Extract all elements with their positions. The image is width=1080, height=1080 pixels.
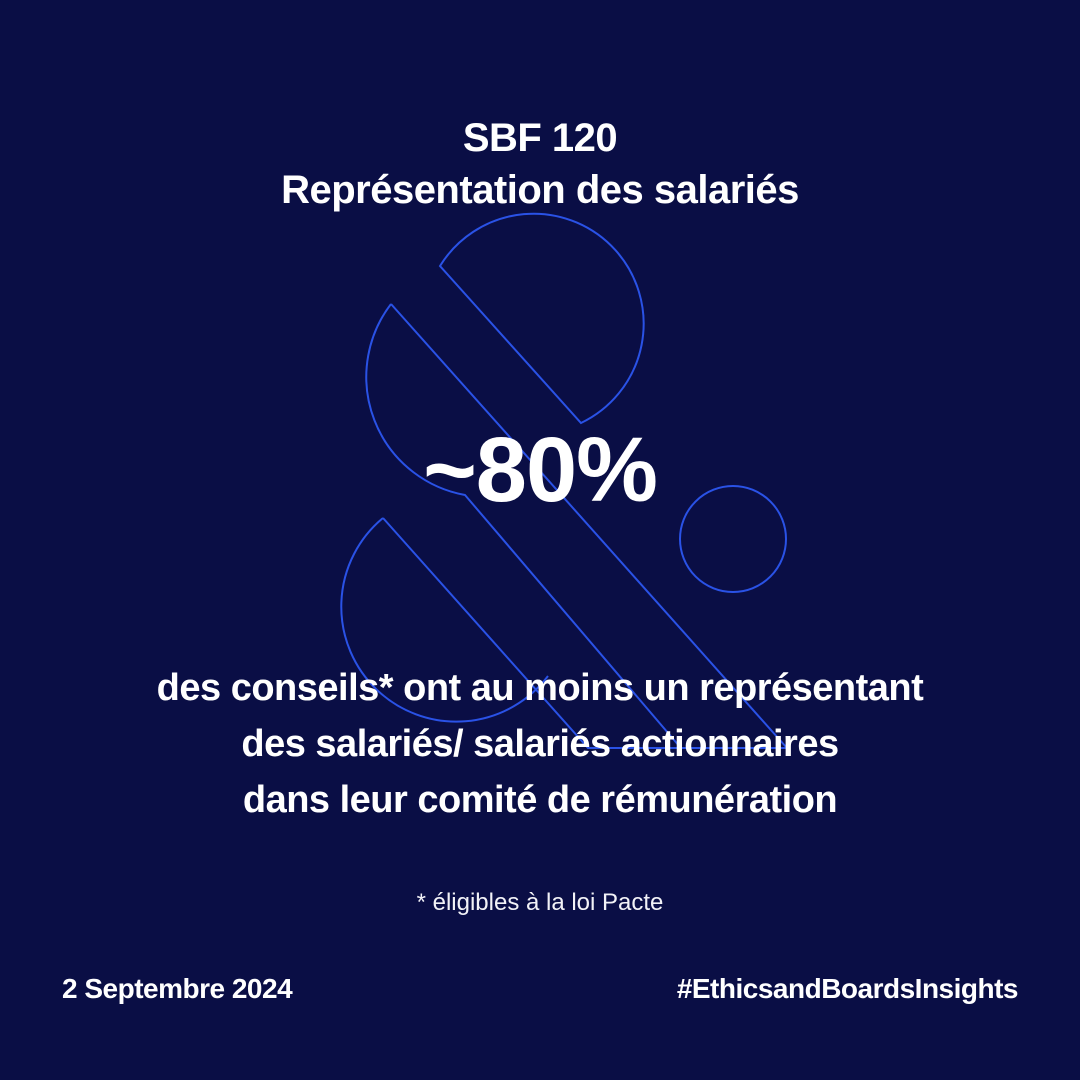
stat-description: des conseils* ont au moins un représenta…: [0, 660, 1080, 828]
footnote: * éligibles à la loi Pacte: [416, 889, 664, 916]
stat-description-line-1: des conseils* ont au moins un représenta…: [156, 667, 924, 709]
title-line-index: SBF 120: [462, 116, 618, 160]
diagonal-band-line: [390, 303, 788, 749]
left-arc-outline: [365, 303, 681, 748]
stat-description-line-3: dans leur comité de rémunération: [242, 779, 838, 821]
ampersand-tail-line: [382, 517, 787, 749]
small-circle-outline: [679, 485, 787, 593]
stat-description-line-2: des salariés/ salariés actionnaires: [241, 723, 839, 765]
stat-value: ~80%: [423, 419, 658, 521]
title-line-subject: Représentation des salariés: [281, 168, 799, 212]
footer-date: 2 Septembre 2024: [62, 973, 293, 1004]
bottom-arc-outline: [340, 517, 549, 723]
top-sliced-circle-outline: [438, 212, 645, 425]
footer-hashtag: #EthicsandBoardsInsights: [676, 973, 1019, 1004]
page-title: SBF 120 Représentation des salariés: [0, 112, 1080, 216]
